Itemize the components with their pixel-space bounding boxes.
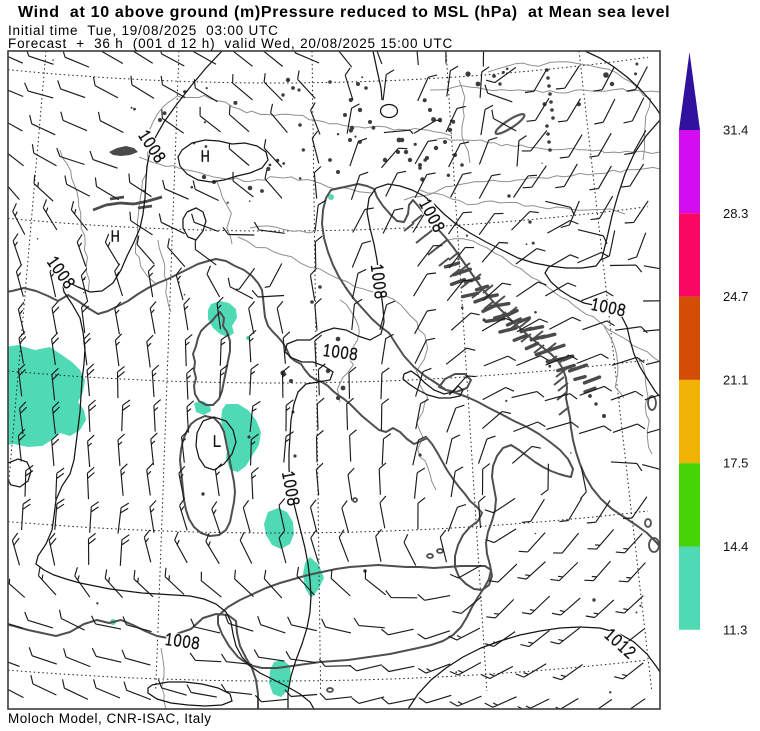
svg-text:21.1: 21.1: [723, 372, 748, 387]
svg-text:11.3: 11.3: [723, 622, 747, 637]
svg-text:14.4: 14.4: [723, 539, 748, 554]
svg-text:24.7: 24.7: [723, 289, 748, 304]
svg-text:31.4: 31.4: [723, 123, 748, 138]
svg-text:17.5: 17.5: [723, 456, 748, 471]
svg-text:28.3: 28.3: [723, 206, 748, 221]
